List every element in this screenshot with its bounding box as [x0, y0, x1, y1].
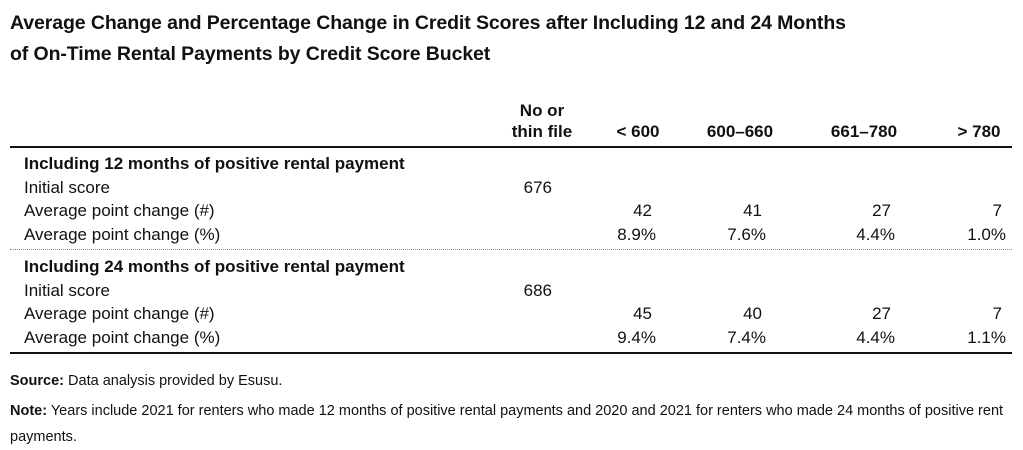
row-label: Initial score	[24, 280, 110, 300]
title-line-1: Average Change and Percentage Change in …	[10, 12, 846, 34]
table-row: Initial score 686	[10, 279, 1012, 303]
row-label: Average point change (%)	[24, 224, 221, 244]
cell-lt600: 8.9%	[617, 224, 656, 244]
row-label: Average point change (%)	[24, 327, 221, 347]
cell-600-660: 40	[743, 304, 762, 323]
section-heading: Including 12 months of positive rental p…	[24, 154, 405, 173]
table-row: Average point change (%) 8.9% 7.6% 4.4% …	[10, 223, 1012, 247]
table-row: Average point change (#) 42 41 27 7	[10, 199, 1012, 223]
header-no-thin-file-line2: thin file	[511, 122, 573, 141]
cell-gt780: 1.1%	[967, 327, 1006, 347]
table-title: Average Change and Percentage Change in …	[10, 8, 1010, 70]
section-heading-row: Including 12 months of positive rental p…	[10, 152, 1012, 176]
header-no-thin-file: No or thin file	[502, 100, 582, 142]
row-label: Average point change (#)	[24, 201, 215, 220]
credit-score-table: No or thin file < 600 600–660 661–780 > …	[10, 100, 1012, 354]
note-text: Years include 2021 for renters who made …	[10, 403, 1004, 445]
cell-661-780: 4.4%	[856, 327, 895, 347]
cell-gt780: 7	[992, 201, 1002, 220]
source-text: Data analysis provided by Esusu.	[68, 373, 283, 389]
section-heading-row: Including 24 months of positive rental p…	[10, 255, 1012, 279]
cell-lt600: 9.4%	[617, 327, 656, 347]
section-heading: Including 24 months of positive rental p…	[24, 257, 405, 276]
cell-600-660: 7.6%	[727, 224, 766, 244]
cell-600-660: 7.4%	[727, 327, 766, 347]
cell-gt780: 7	[992, 304, 1002, 323]
header-600-660: 600–660	[706, 122, 774, 141]
cell-661-780: 4.4%	[856, 224, 895, 244]
cell-lt600: 45	[633, 304, 652, 323]
source-label: Source:	[10, 373, 64, 389]
section-12-months: Including 12 months of positive rental p…	[10, 148, 1012, 250]
initial-score-value: 676	[523, 177, 552, 197]
section-24-months: Including 24 months of positive rental p…	[10, 250, 1012, 354]
header-gt780: > 780	[957, 122, 1001, 141]
header-lt600: < 600	[616, 122, 660, 141]
table-row: Initial score 676	[10, 176, 1012, 200]
title-line-2: of On-Time Rental Payments by Credit Sco…	[10, 43, 491, 65]
cell-gt780: 1.0%	[967, 224, 1006, 244]
header-no-thin-file-line1: No or	[519, 101, 565, 120]
cell-661-780: 27	[872, 201, 891, 220]
header-661-780: 661–780	[830, 122, 898, 141]
note-line: Note: Years include 2021 for renters who…	[10, 398, 1020, 450]
cell-661-780: 27	[872, 304, 891, 323]
cell-lt600: 42	[633, 201, 652, 220]
initial-score-value: 686	[523, 280, 552, 300]
table-row: Average point change (#) 45 40 27 7	[10, 302, 1012, 326]
table-row: Average point change (%) 9.4% 7.4% 4.4% …	[10, 326, 1012, 350]
table-header: No or thin file < 600 600–660 661–780 > …	[10, 100, 1012, 148]
source-line: Source: Data analysis provided by Esusu.	[10, 371, 282, 391]
cell-600-660: 41	[743, 201, 762, 220]
row-label: Average point change (#)	[24, 304, 215, 323]
note-label: Note:	[10, 403, 48, 419]
row-label: Initial score	[24, 177, 110, 197]
